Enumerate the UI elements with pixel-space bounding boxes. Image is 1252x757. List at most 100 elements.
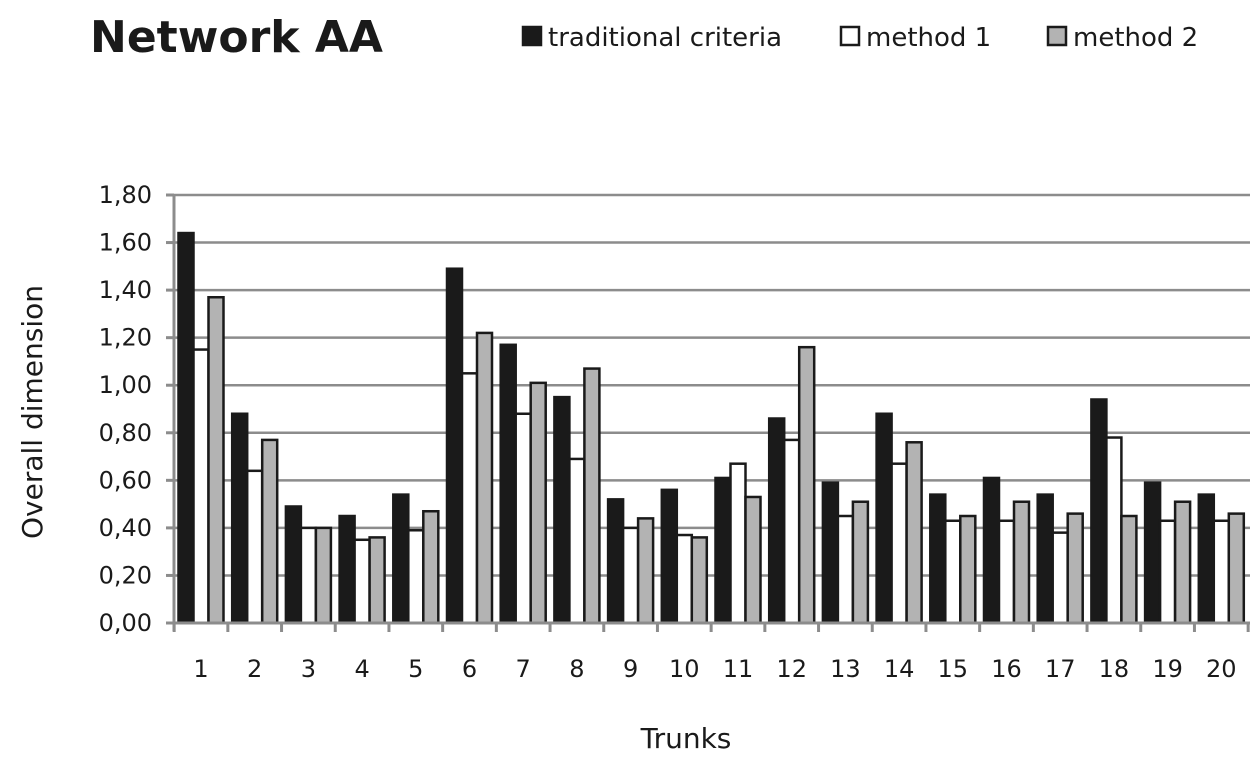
x-tick-label: 3 (301, 655, 316, 683)
axes (166, 193, 1250, 632)
x-tick-label: 10 (669, 655, 700, 683)
bar-traditional-criteria-18 (1090, 398, 1108, 625)
x-tick-label: 20 (1206, 655, 1237, 683)
gridlines (174, 193, 1250, 577)
y-tick-labels: 0,00 0,20 0,40 0,60 0,80 1,00 1,20 1,40 1,60 1,80 (99, 181, 152, 637)
y-tick-label: 0,40 (99, 514, 152, 542)
y-tick-label: 1,20 (99, 324, 152, 352)
bar-method-2-15 (959, 514, 977, 625)
bar-method-2-14 (905, 441, 923, 625)
bar-traditional-criteria-7 (499, 343, 517, 625)
bar-traditional-criteria-16 (982, 476, 1001, 625)
bar-traditional-criteria-13 (821, 481, 840, 625)
bar-method-1-14 (890, 462, 908, 625)
bar-method-1-15 (944, 519, 962, 625)
bar-method-2-11 (744, 495, 762, 625)
x-tick-label: 17 (1045, 655, 1076, 683)
y-axis-label: Overall dimension (16, 285, 49, 539)
x-tick-label: 2 (247, 655, 262, 683)
bar-method-2-2 (260, 438, 279, 625)
chart-title: Network AA (90, 12, 383, 63)
y-tick-label: 0,00 (99, 609, 152, 637)
x-tick-label: 5 (408, 655, 423, 683)
bar-method-2-5 (422, 509, 440, 625)
bar-method-2-9 (636, 517, 655, 625)
bar-method-1-1 (192, 348, 210, 625)
legend-swatch (839, 25, 861, 47)
x-tick-label: 14 (884, 655, 915, 683)
x-tick-label: 19 (1152, 655, 1183, 683)
bar-method-1-4 (353, 538, 371, 625)
legend-swatch (1046, 25, 1068, 47)
bar-traditional-criteria-15 (929, 493, 947, 625)
bar-method-1-16 (997, 519, 1016, 625)
y-tick-label: 1,60 (99, 229, 152, 257)
x-axis-label: Trunks (640, 722, 732, 753)
bar-traditional-criteria-19 (1143, 481, 1162, 625)
bar-method-1-13 (836, 514, 855, 625)
bar-method-2-8 (583, 367, 601, 625)
x-tick-label: 9 (623, 655, 638, 683)
bar-traditional-criteria-5 (392, 493, 410, 625)
bar-method-1-17 (1051, 531, 1069, 625)
bar-method-1-11 (729, 462, 747, 625)
bar-traditional-criteria-14 (875, 412, 893, 625)
bar-method-2-20 (1227, 512, 1246, 625)
bar-method-1-6 (460, 372, 479, 625)
y-tick-label: 0,80 (99, 419, 152, 447)
bar-method-2-16 (1012, 500, 1031, 625)
bar-method-1-20 (1212, 519, 1231, 625)
x-tick-label: 8 (569, 655, 584, 683)
bar-method-1-2 (245, 469, 264, 625)
bar-method-2-6 (475, 331, 494, 625)
x-tick-label: 11 (723, 655, 754, 683)
bar-method-1-3 (299, 526, 318, 625)
x-tick-label: 7 (516, 655, 531, 683)
bar-traditional-criteria-17 (1036, 493, 1054, 625)
bar-method-2-18 (1120, 514, 1138, 625)
y-tick-label: 0,20 (99, 561, 152, 589)
bar-method-1-12 (782, 438, 801, 625)
x-tick-label: 18 (1099, 655, 1130, 683)
bar-method-1-18 (1105, 436, 1123, 625)
bar-traditional-criteria-11 (714, 476, 732, 625)
x-tick-label: 6 (462, 655, 477, 683)
y-tick-label: 1,40 (99, 276, 152, 304)
legend-label: method 2 (1073, 23, 1198, 53)
bar-traditional-criteria-1 (177, 231, 195, 625)
bar-traditional-criteria-10 (660, 488, 679, 625)
legend-label: method 1 (866, 23, 991, 53)
y-tick-label: 1,00 (99, 371, 152, 399)
x-tick-label: 4 (354, 655, 369, 683)
bar-method-2-3 (314, 526, 333, 625)
bar-traditional-criteria-6 (445, 267, 464, 625)
bar-method-1-5 (407, 529, 425, 625)
bar-traditional-criteria-12 (767, 417, 786, 625)
bar-traditional-criteria-3 (284, 505, 303, 625)
x-tick-labels: 1 2 3 4 5 6 7 8 9 10 11 12 13 14 15 16 17 18 19 20 (193, 655, 1236, 683)
bar-method-2-19 (1173, 500, 1192, 625)
bar-method-2-12 (797, 345, 816, 625)
legend-swatch (521, 25, 543, 47)
x-tick-label: 13 (830, 655, 861, 683)
x-tick-label: 15 (938, 655, 969, 683)
legend: traditional criteria method 1 method 2 (521, 23, 1198, 53)
bar-method-1-19 (1158, 519, 1177, 625)
legend-label: traditional criteria (548, 23, 782, 53)
bar-method-2-4 (368, 536, 386, 625)
bar-traditional-criteria-8 (553, 395, 571, 625)
bar-traditional-criteria-20 (1197, 493, 1216, 625)
bar-traditional-criteria-4 (338, 514, 356, 625)
bar-traditional-criteria-9 (606, 498, 625, 625)
bar-method-2-13 (851, 500, 870, 625)
y-tick-label: 1,80 (99, 181, 152, 209)
bars (177, 231, 1246, 625)
bar-method-2-17 (1066, 512, 1084, 625)
bar-method-2-1 (207, 295, 225, 625)
x-tick-label: 12 (776, 655, 807, 683)
y-tick-label: 0,60 (99, 466, 152, 494)
bar-method-2-7 (529, 381, 547, 625)
bar-method-1-9 (621, 526, 640, 625)
